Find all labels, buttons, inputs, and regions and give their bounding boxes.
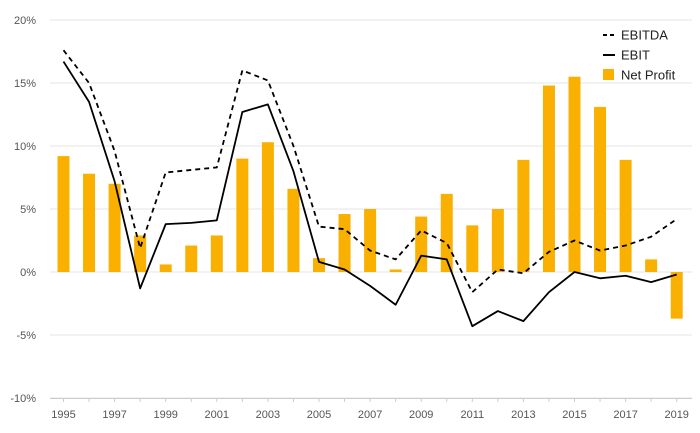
x-tick-label: 2015	[562, 409, 586, 421]
bar-net-profit	[57, 156, 70, 272]
legend-label-ebit: EBIT	[621, 48, 650, 63]
x-tick-label: 2017	[613, 409, 637, 421]
legend: EBITDA EBIT Net Profit	[603, 28, 676, 83]
bar-net-profit	[338, 214, 351, 272]
bar-net-profit	[108, 183, 121, 272]
x-tick-label: 2001	[205, 409, 229, 421]
series-lines	[62, 49, 678, 328]
y-axis-ticks: 20% 15% 10% 5% 0% -5% -10%	[10, 15, 36, 405]
bar-net-profit	[645, 259, 658, 272]
x-tick-label: 2003	[256, 409, 280, 421]
x-tick-label: 2005	[307, 409, 331, 421]
x-tick-label: 2013	[511, 409, 535, 421]
x-axis: 1995 1997 1999 2001 2003 2005 2007 2009 2011 2013…	[50, 398, 692, 421]
x-tick-label: 2007	[358, 409, 382, 421]
net-profit-bars	[57, 76, 683, 319]
bar-net-profit	[236, 158, 249, 272]
bar-net-profit	[313, 258, 325, 272]
y-tick-label: 15%	[14, 78, 36, 90]
y-tick-label: -5%	[16, 330, 36, 342]
bar-net-profit	[440, 193, 453, 272]
bar-net-profit	[568, 76, 581, 272]
legend-label-net-profit: Net Profit	[621, 68, 676, 83]
x-tick-label: 2011	[460, 409, 484, 421]
x-tick-label: 2009	[409, 409, 433, 421]
bar-net-profit	[210, 235, 223, 272]
bar-net-profit	[466, 225, 479, 272]
line-ebitda	[62, 49, 678, 294]
bar-net-profit	[542, 85, 555, 273]
bar-net-profit	[517, 159, 530, 272]
y-tick-label: 10%	[14, 141, 36, 153]
x-tick-label: 1997	[102, 409, 126, 421]
x-tick-label: 2019	[664, 409, 688, 421]
bar-net-profit	[134, 235, 147, 272]
x-tick-label: 1995	[51, 409, 75, 421]
y-tick-label: -10%	[10, 393, 36, 405]
bar-net-profit	[594, 106, 607, 272]
bar-net-profit	[415, 216, 428, 272]
y-tick-label: 20%	[14, 15, 36, 27]
bar-net-profit	[159, 264, 172, 272]
bar-net-profit	[491, 209, 504, 272]
bar-net-profit	[261, 142, 274, 272]
bar-net-profit	[83, 173, 96, 272]
y-tick-label: 0%	[20, 267, 36, 279]
bar-net-profit	[619, 159, 632, 272]
legend-swatch-net-profit	[603, 69, 614, 80]
x-tick-label: 1999	[153, 409, 177, 421]
bar-net-profit	[185, 245, 198, 272]
legend-label-ebitda: EBITDA	[621, 28, 668, 43]
y-tick-label: 5%	[20, 204, 36, 216]
line-ebit	[62, 61, 677, 328]
bar-net-profit	[389, 269, 402, 272]
bar-net-profit	[670, 272, 683, 319]
bar-net-profit	[287, 188, 300, 272]
bar-net-profit	[364, 209, 377, 272]
